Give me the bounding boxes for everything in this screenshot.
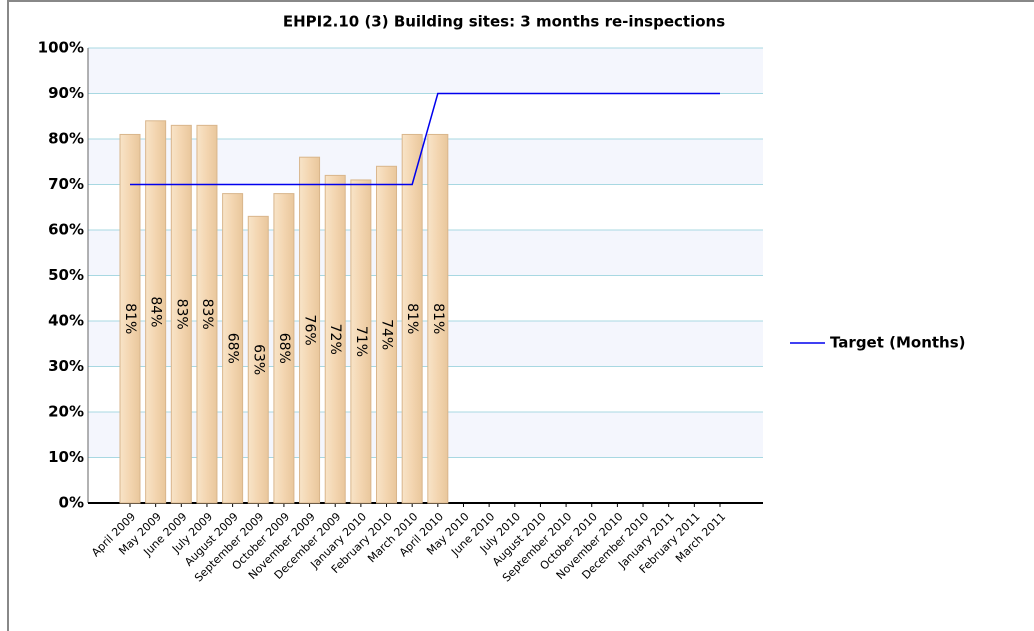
value-label: 63%: [250, 344, 266, 375]
frame: [7, 0, 1034, 631]
target-line: [130, 92, 720, 186]
y-tick-label: 40%: [48, 312, 84, 330]
bar: [324, 174, 346, 504]
y-tick-label: 50%: [48, 266, 84, 284]
y-tick-label: 10%: [48, 448, 84, 466]
bar: [119, 133, 141, 504]
bar: [401, 133, 423, 504]
y-tick-label: 30%: [48, 357, 84, 375]
value-label: 81%: [122, 303, 138, 334]
bar: [222, 193, 244, 504]
value-label: 74%: [379, 319, 395, 350]
bar: [196, 124, 218, 504]
y-tick-label: 100%: [38, 39, 84, 57]
value-label: 68%: [276, 333, 292, 364]
bar: [427, 133, 449, 504]
chart-title: EHPI2.10 (3) Building sites: 3 months re…: [283, 13, 725, 31]
bar: [350, 179, 372, 504]
value-label: 81%: [404, 303, 420, 334]
y-tick-label: 70%: [48, 175, 84, 193]
bar: [170, 124, 192, 504]
y-tick-label: 20%: [48, 403, 84, 421]
value-label: 83%: [199, 299, 215, 330]
bar: [145, 120, 167, 504]
y-tick-label: 90%: [48, 84, 84, 102]
value-label: 72%: [327, 324, 343, 355]
bar: [299, 156, 321, 504]
value-label: 76%: [302, 315, 318, 346]
plot-band: [88, 48, 763, 94]
value-label: 81%: [430, 303, 446, 334]
bar: [273, 193, 295, 504]
value-label: 71%: [353, 326, 369, 357]
y-tick-label: 80%: [48, 130, 84, 148]
value-label: 84%: [148, 296, 164, 327]
value-label: 83%: [173, 299, 189, 330]
legend-label: Target (Months): [830, 334, 966, 352]
value-label: 68%: [225, 333, 241, 364]
y-tick-label: 60%: [48, 221, 84, 239]
y-tick-label: 0%: [59, 494, 84, 512]
bar: [376, 165, 398, 504]
bar: [247, 215, 269, 504]
